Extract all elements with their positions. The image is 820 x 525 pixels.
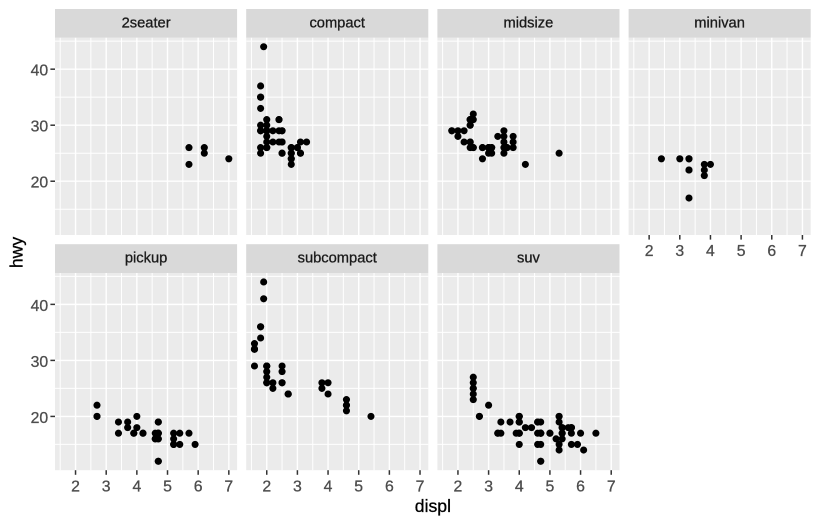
svg-text:minivan: minivan (694, 15, 745, 31)
svg-text:40: 40 (31, 63, 49, 80)
svg-text:4: 4 (132, 478, 141, 495)
svg-text:7: 7 (416, 478, 425, 495)
svg-text:20: 20 (31, 175, 49, 192)
svg-text:pickup: pickup (125, 251, 167, 267)
svg-text:2: 2 (262, 478, 271, 495)
svg-text:3: 3 (484, 478, 493, 495)
svg-text:5: 5 (546, 478, 555, 495)
svg-text:suv: suv (517, 251, 541, 267)
svg-text:4: 4 (324, 478, 333, 495)
svg-text:20: 20 (31, 410, 49, 427)
svg-text:7: 7 (607, 478, 616, 495)
svg-text:30: 30 (31, 119, 49, 136)
svg-text:6: 6 (194, 478, 203, 495)
svg-text:compact: compact (309, 15, 365, 31)
svg-text:4: 4 (706, 243, 715, 260)
svg-text:subcompact: subcompact (298, 251, 377, 267)
svg-text:5: 5 (163, 478, 172, 495)
svg-text:4: 4 (515, 478, 524, 495)
svg-text:2: 2 (454, 478, 463, 495)
svg-text:40: 40 (31, 298, 49, 315)
svg-text:hwy: hwy (7, 237, 27, 268)
svg-text:displ: displ (415, 496, 451, 516)
svg-text:6: 6 (385, 478, 394, 495)
svg-text:7: 7 (798, 243, 807, 260)
svg-text:6: 6 (576, 478, 585, 495)
svg-text:7: 7 (224, 478, 233, 495)
svg-text:2: 2 (71, 478, 80, 495)
svg-text:3: 3 (675, 243, 684, 260)
svg-text:3: 3 (293, 478, 302, 495)
svg-text:2: 2 (645, 243, 654, 260)
svg-text:5: 5 (737, 243, 746, 260)
svg-text:30: 30 (31, 354, 49, 371)
svg-text:midsize: midsize (504, 15, 554, 31)
svg-text:3: 3 (102, 478, 111, 495)
svg-text:2seater: 2seater (122, 15, 171, 31)
svg-text:6: 6 (767, 243, 776, 260)
svg-text:5: 5 (354, 478, 363, 495)
